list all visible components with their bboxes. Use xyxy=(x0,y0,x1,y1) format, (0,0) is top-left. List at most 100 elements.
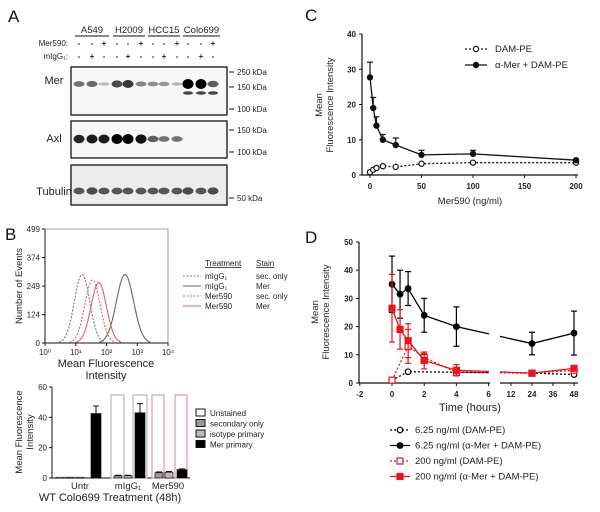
mer590-sign: - xyxy=(152,39,155,48)
protein-band xyxy=(171,136,183,142)
kda-marker-label: 50 kDa xyxy=(237,194,263,203)
y-tick-label: 10 xyxy=(344,351,353,360)
x-tick-label: 24 xyxy=(528,390,537,399)
protein-band xyxy=(208,91,218,95)
data-point xyxy=(388,376,396,384)
x-tick-label: 200 xyxy=(569,182,583,191)
data-point xyxy=(379,162,387,170)
y-tick-label: 124 xyxy=(27,311,41,320)
x-tick-label: 12 xyxy=(507,390,516,399)
y-tick-label: 20 xyxy=(38,444,47,453)
mer590-sign: - xyxy=(91,39,94,48)
x-tick-label: 36 xyxy=(549,390,558,399)
legend-label: 200 ng/ml (α-Mer + DAM-PE) xyxy=(415,472,538,483)
protein-band xyxy=(111,187,123,195)
series-line xyxy=(391,283,490,335)
protein-band xyxy=(171,187,183,195)
y-tick-label: 374 xyxy=(27,254,41,263)
bar xyxy=(176,469,188,479)
y-axis-label: Mean xyxy=(310,300,321,324)
bar xyxy=(90,413,102,479)
protein-band xyxy=(98,82,110,86)
panel-label-a: A xyxy=(8,7,20,26)
legend-swatch xyxy=(195,419,206,427)
y-tick-label: 0 xyxy=(349,379,354,388)
y-tick-label: 30 xyxy=(347,65,356,74)
legend-stain: Mer xyxy=(256,282,270,291)
legend-label: Mer primary xyxy=(210,441,253,450)
protein-band xyxy=(98,187,110,195)
legend-marker xyxy=(396,472,404,481)
data-point xyxy=(396,290,404,298)
protein-band xyxy=(122,187,134,195)
legend-label: secondary only xyxy=(210,420,264,429)
migg-sign: - xyxy=(152,52,155,61)
mer590-sign: + xyxy=(139,39,144,48)
protein-band xyxy=(135,134,147,144)
data-point xyxy=(379,136,387,143)
x-tick-label: 4 xyxy=(454,390,459,399)
kda-marker-label: 100 kDa xyxy=(237,105,267,114)
legend-label: isotype primary xyxy=(210,430,264,439)
bar xyxy=(154,472,164,479)
bar xyxy=(123,475,133,479)
legend-header-stain: Stain xyxy=(256,259,274,268)
cell-line-label: HCC15 xyxy=(148,25,179,36)
legend-stain: sec. only xyxy=(256,272,288,281)
y-tick-label: 60 xyxy=(38,383,47,392)
migg-sign: - xyxy=(176,52,179,61)
y-tick-label: 0 xyxy=(36,339,41,348)
legend-label: 6.25 ng/ml (DAM-PE) xyxy=(415,425,505,436)
protein-band xyxy=(73,187,85,195)
highlight-box xyxy=(174,394,188,479)
y-tick-label: 30 xyxy=(344,294,353,303)
mer590-sign: - xyxy=(116,39,119,48)
legend-marker xyxy=(396,426,404,434)
mer590-sign: - xyxy=(78,39,81,48)
legend-label: DAM-PE xyxy=(495,44,532,55)
legend-label: Unstained xyxy=(210,409,246,418)
data-point xyxy=(452,366,460,374)
migg-sign: - xyxy=(140,52,143,61)
migg-sign: + xyxy=(90,52,95,61)
blot-tubulin-membrane xyxy=(70,164,228,206)
migg-sign: + xyxy=(126,52,131,61)
kda-marker-label: 150 kDa xyxy=(237,83,267,92)
bar xyxy=(65,476,75,479)
data-point xyxy=(418,151,425,159)
x-category-label: Untr xyxy=(71,481,89,492)
mer590-sign: - xyxy=(127,39,130,48)
protein-band xyxy=(158,136,170,142)
y-axis-label: Intensity xyxy=(25,414,36,450)
protein-band xyxy=(122,134,134,144)
legend-marker xyxy=(472,45,480,53)
data-point xyxy=(420,356,428,365)
legend-marker xyxy=(396,457,404,465)
cell-line-label: Colo699 xyxy=(184,25,219,36)
data-point xyxy=(469,150,477,158)
blot-row-label: Axl xyxy=(46,133,61,145)
migg-sign: - xyxy=(187,52,190,61)
mer590-sign: - xyxy=(187,39,190,48)
migg-sign: - xyxy=(212,52,215,61)
data-point xyxy=(418,160,425,167)
panel-label-c: C xyxy=(305,6,317,25)
migg-sign: + xyxy=(162,52,167,61)
series-line xyxy=(391,371,490,381)
data-point xyxy=(404,337,412,345)
dose-response-chart: 0 10 20 30 40 0 50 100 150 200 Mer590 (ng/ml) Mean F… xyxy=(314,30,583,207)
legend-marker xyxy=(472,61,480,69)
blot-row-label: Tubulin xyxy=(36,186,72,198)
data-point xyxy=(528,340,536,347)
kda-marker-label: 100 kDa xyxy=(237,148,267,157)
protein-band xyxy=(158,187,170,195)
legend-swatch xyxy=(195,408,206,417)
bar-axes xyxy=(51,387,190,479)
data-point xyxy=(366,74,374,81)
legend-stain: Mer xyxy=(256,302,270,311)
bar xyxy=(164,471,174,479)
y-axis-label: Mean xyxy=(314,93,325,117)
histogram-curve xyxy=(58,273,105,343)
